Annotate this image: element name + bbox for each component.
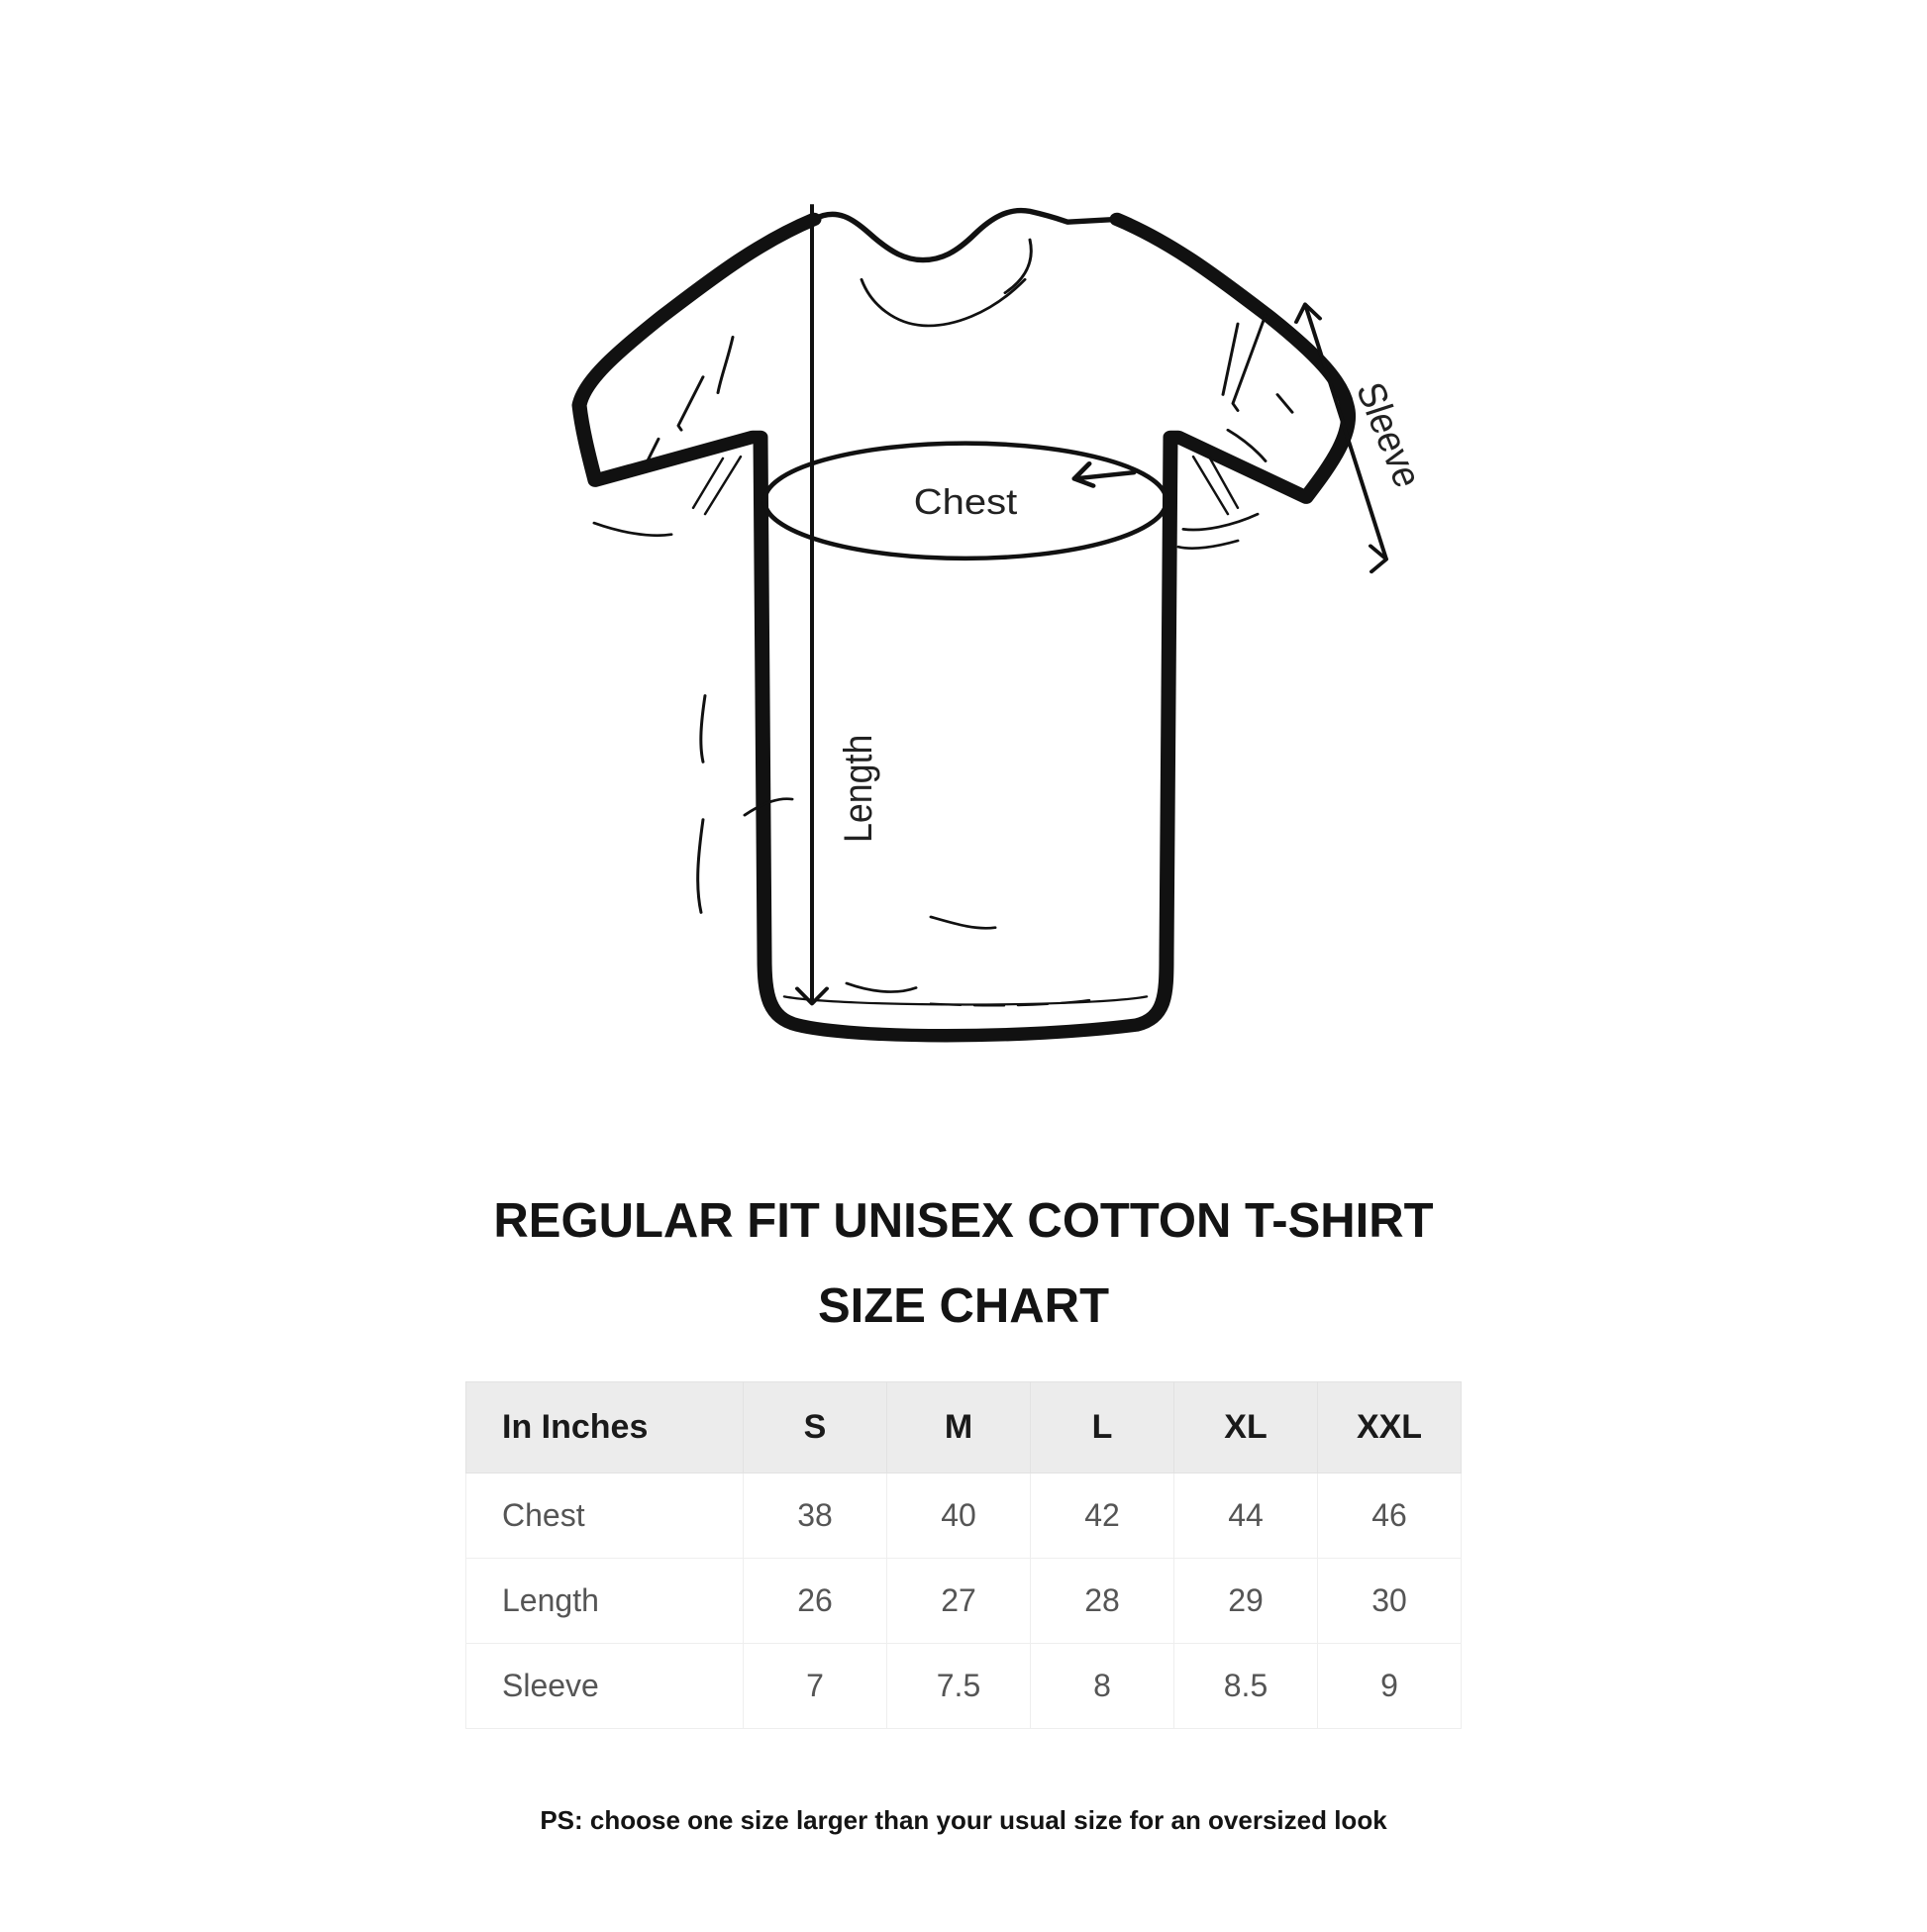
svg-text:Chest: Chest — [914, 483, 1018, 523]
svg-text:Length: Length — [837, 735, 880, 843]
